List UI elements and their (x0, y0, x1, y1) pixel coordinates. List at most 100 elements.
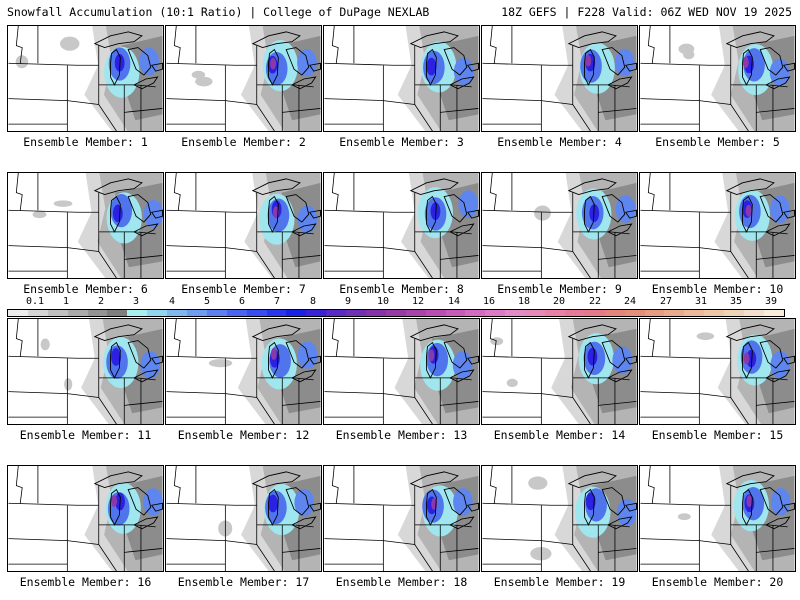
snowfall-contour-12in (270, 57, 276, 70)
color-scale-swatch (724, 310, 744, 316)
color-scale-tick-label: 2 (97, 296, 105, 307)
color-scale-tick-label: 12 (411, 296, 425, 307)
lake-outline (725, 324, 775, 342)
lake-outline (601, 47, 626, 76)
boundary-line (331, 319, 339, 357)
ensemble-member-label: Ensemble Member: 16 (19, 575, 152, 589)
state-boundaries (324, 26, 479, 131)
snowfall-map (482, 466, 637, 571)
flurry-area (696, 332, 715, 340)
lake-outline (466, 355, 479, 365)
snowfall-contour-5in (616, 498, 637, 527)
color-scale-bar (7, 309, 785, 317)
boundary-line (8, 355, 99, 359)
snowfall-map (166, 319, 321, 424)
snowfall-shading (244, 173, 321, 278)
boundary-line (640, 62, 731, 66)
color-scale-swatch (87, 310, 108, 316)
color-scale-tick-label: 27 (659, 296, 673, 307)
boundary-line (98, 45, 117, 131)
boundary-line (414, 84, 472, 88)
boundary-line (598, 548, 637, 553)
boundary-line (482, 62, 573, 66)
flurry-area (191, 70, 206, 79)
boundary-line (8, 62, 99, 66)
flurry-area (64, 378, 73, 391)
boundary-line (598, 255, 637, 260)
ensemble-member-map (639, 318, 796, 425)
lake-outline (607, 369, 633, 383)
boundary-line (640, 209, 731, 213)
great-lakes-outline (725, 324, 795, 383)
great-lakes-outline (409, 324, 479, 383)
boundary-line (166, 245, 257, 252)
boundary-line (324, 62, 415, 66)
lake-outline (426, 195, 437, 233)
ensemble-member-map (323, 318, 480, 425)
great-lakes-outline (251, 471, 321, 530)
boundary-line (440, 401, 479, 406)
snowfall-contour-8in (268, 494, 278, 513)
color-scale-tick-label: 35 (729, 296, 743, 307)
ensemble-member-map (7, 318, 164, 425)
lake-outline (443, 194, 468, 223)
lake-outline (308, 502, 321, 512)
state-boundaries (324, 466, 479, 571)
color-scale-tick-label: 0.1 (25, 296, 45, 307)
boundary-line (598, 401, 637, 406)
great-lakes-outline (93, 178, 163, 237)
color-scale-tick-label: 22 (588, 296, 602, 307)
great-lakes-outline (93, 31, 163, 90)
lake-outline (742, 195, 753, 233)
snowfall-contour-5in (297, 48, 317, 77)
ensemble-member-label: Ensemble Member: 1 (23, 135, 148, 149)
color-scale-swatch (246, 310, 267, 316)
color-scale-tick-label: 8 (309, 296, 317, 307)
snowfall-contour-12in (270, 348, 277, 360)
color-scale-tick-label: 16 (482, 296, 496, 307)
ensemble-member-map (481, 25, 638, 132)
lake-outline (127, 47, 152, 76)
boundary-line (482, 355, 573, 359)
color-scale-swatch (465, 310, 486, 316)
ensemble-member-map (639, 25, 796, 132)
boundary-line (598, 108, 637, 113)
lake-outline (624, 502, 637, 512)
color-scale-swatch (545, 310, 565, 316)
snowfall-contour-8in (112, 204, 123, 223)
state-boundaries (8, 466, 163, 571)
lake-outline (601, 487, 626, 516)
state-boundaries (166, 26, 321, 131)
boundary-line (166, 209, 257, 213)
great-lakes-outline (409, 178, 479, 237)
lake-outline (607, 76, 633, 90)
snowfall-shading (554, 26, 637, 131)
snowfall-shading (677, 466, 795, 571)
color-scale-swatch (266, 310, 287, 316)
color-scale-swatch (366, 310, 386, 316)
boundary-line (324, 502, 415, 506)
color-scale-tick-label: 7 (273, 296, 281, 307)
lake-outline (607, 223, 633, 237)
boundary-line (572, 84, 630, 88)
lake-outline (624, 62, 637, 72)
snowfall-shading (397, 26, 479, 131)
boundary-line (256, 377, 314, 381)
lake-outline (601, 340, 626, 369)
boundary-line (482, 209, 573, 213)
boundary-line (730, 524, 788, 528)
snowfall-map (324, 173, 479, 278)
lake-outline (291, 223, 317, 237)
boundary-line (15, 319, 23, 357)
lake-outline (110, 195, 121, 233)
color-scale-swatch (107, 310, 128, 316)
boundary-line (282, 401, 321, 406)
state-boundaries (8, 173, 163, 278)
snowfall-contour-5in (615, 195, 636, 223)
color-scale-swatch (624, 310, 645, 316)
boundary-line (640, 355, 731, 359)
lake-outline (409, 178, 459, 196)
flurry-area (15, 55, 29, 69)
lake-outline (285, 47, 310, 76)
boundary-line (15, 26, 23, 64)
